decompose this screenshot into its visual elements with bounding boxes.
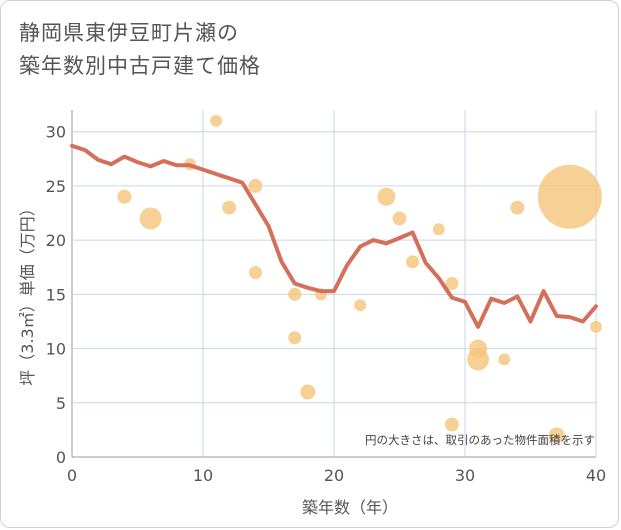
data-bubble bbox=[288, 331, 302, 345]
data-bubble bbox=[406, 255, 420, 269]
data-bubble bbox=[510, 200, 525, 215]
tick-labels: 0 5 10 15 20 25 30 0 10 20 30 40 bbox=[46, 123, 607, 485]
x-tick-label: 40 bbox=[586, 466, 606, 485]
chart-title: 静岡県東伊豆町片瀬の 築年数別中古戸建て価格 bbox=[19, 17, 261, 83]
data-bubble bbox=[210, 114, 223, 127]
x-tick-label: 20 bbox=[324, 466, 344, 485]
data-bubble bbox=[590, 320, 602, 333]
data-bubble bbox=[300, 384, 316, 400]
bubbles-layer bbox=[117, 114, 602, 444]
data-bubble bbox=[354, 299, 367, 312]
title-line-2: 築年数別中古戸建て価格 bbox=[19, 54, 261, 78]
y-tick-label: 30 bbox=[46, 123, 66, 142]
title-line-1: 静岡県東伊豆町片瀬の bbox=[19, 21, 239, 45]
data-bubble bbox=[288, 287, 302, 301]
y-tick-label: 10 bbox=[46, 340, 66, 359]
y-tick-label: 20 bbox=[46, 231, 66, 250]
data-bubble bbox=[248, 178, 263, 193]
line-layer bbox=[70, 143, 598, 329]
data-bubble bbox=[469, 339, 488, 358]
data-bubble bbox=[432, 223, 445, 236]
data-bubble bbox=[139, 207, 162, 230]
data-bubble bbox=[377, 187, 396, 206]
average-price-line bbox=[70, 143, 598, 329]
data-bubble bbox=[222, 200, 237, 215]
x-tick-label: 0 bbox=[67, 466, 77, 485]
data-bubble bbox=[548, 427, 565, 444]
y-tick-label: 0 bbox=[56, 448, 66, 467]
y-tick-label: 5 bbox=[56, 394, 66, 413]
data-bubble bbox=[498, 353, 511, 366]
size-annotation: 円の大きさは、取引のあった物件面積を示す bbox=[365, 433, 595, 447]
data-bubble bbox=[248, 266, 262, 280]
y-tick-label: 15 bbox=[46, 285, 66, 304]
x-tick-label: 10 bbox=[193, 466, 213, 485]
data-bubble bbox=[445, 277, 459, 290]
data-bubble bbox=[392, 211, 407, 226]
y-axis-label: 坪（3.3㎡）単価（万円） bbox=[18, 200, 37, 385]
data-bubble bbox=[444, 417, 459, 432]
data-bubble bbox=[117, 189, 132, 204]
x-tick-label: 30 bbox=[455, 466, 475, 485]
y-tick-label: 25 bbox=[46, 177, 66, 196]
data-bubble bbox=[537, 164, 602, 229]
grid-lines bbox=[71, 110, 597, 458]
x-axis-label: 築年数（年） bbox=[302, 498, 398, 517]
